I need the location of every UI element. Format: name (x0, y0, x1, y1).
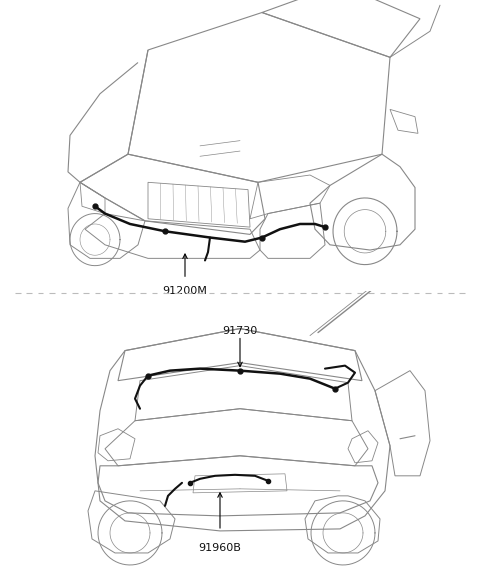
Text: 91200M: 91200M (163, 286, 207, 296)
Text: 91960B: 91960B (199, 543, 241, 553)
Text: 91730: 91730 (222, 325, 258, 336)
